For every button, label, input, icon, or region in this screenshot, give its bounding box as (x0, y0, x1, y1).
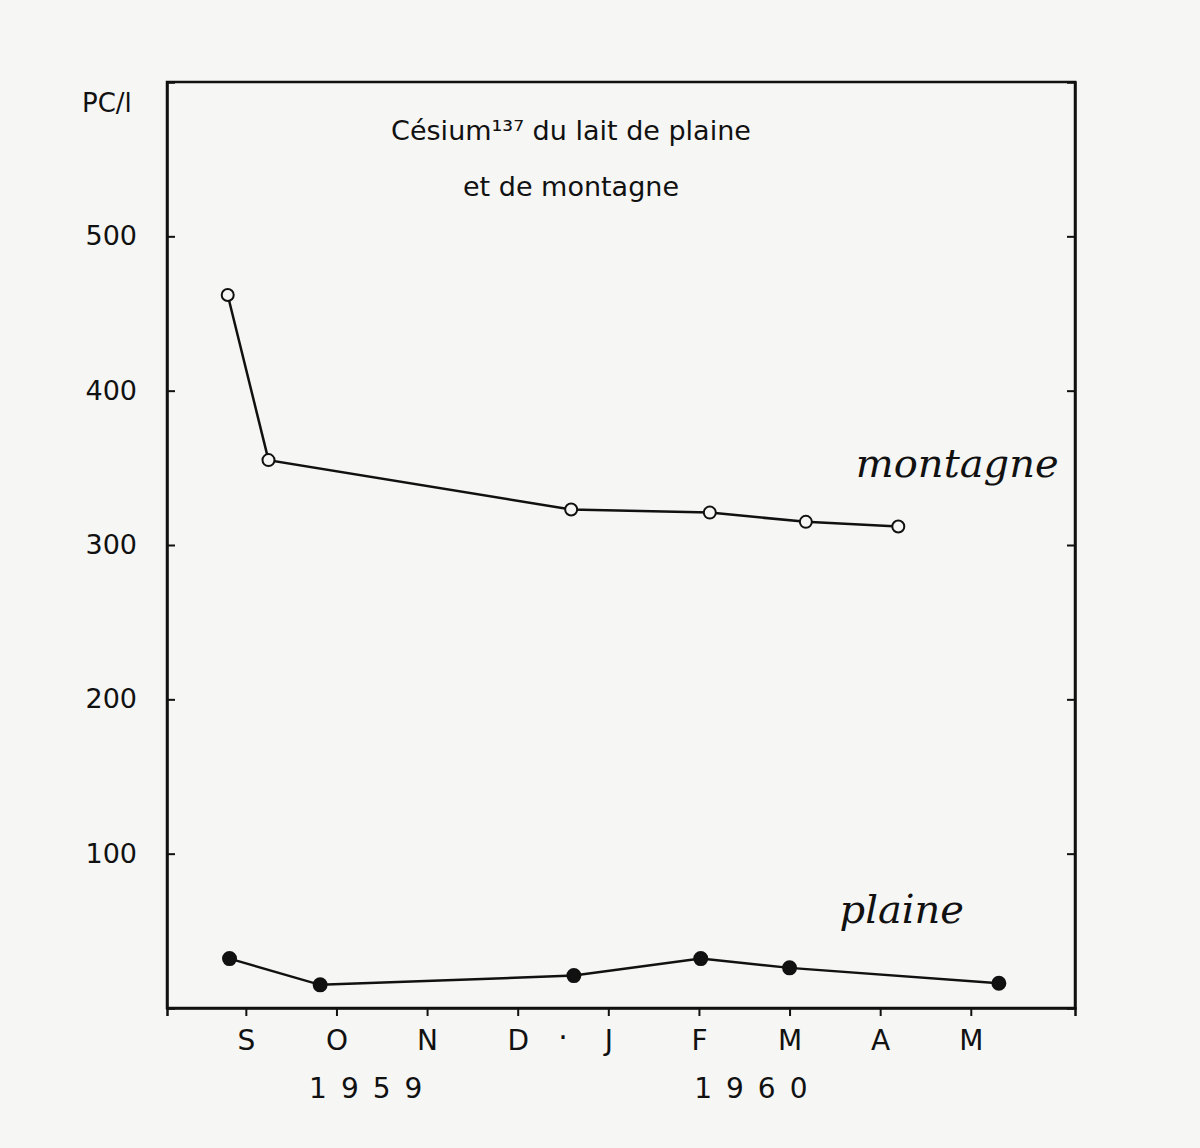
x-tick: M (778, 1008, 802, 1057)
x-tick-label: D (507, 1024, 529, 1057)
y-tick-label: 500 (85, 220, 137, 251)
y-axis-line (168, 83, 176, 1009)
y-tick-mark-right (1067, 853, 1075, 855)
y-tick-mark-right (1067, 390, 1075, 392)
y-tick-right (1067, 391, 1075, 392)
y-tick-mark-right (1067, 545, 1075, 547)
y-tick-mark (167, 545, 175, 547)
x-tick-mark (608, 1008, 610, 1016)
title: Césium¹³⁷ du lait de plaineet de montagn… (391, 115, 751, 202)
series-point (694, 952, 707, 965)
series-point (800, 516, 812, 528)
series-point (223, 952, 236, 965)
y-axis: 100 200 300 400 500 (85, 83, 175, 1009)
x-tick-label: M (778, 1024, 802, 1057)
y-tick-label: 200 (85, 683, 137, 714)
x-tick: A (871, 1008, 890, 1057)
x-tick-label: S (237, 1024, 255, 1057)
annotation: 1960 (694, 1072, 821, 1105)
marks (222, 289, 1006, 991)
x-tick-label: N (417, 1024, 438, 1057)
x-tick: F (691, 1008, 707, 1057)
x-tick: O (326, 1008, 348, 1057)
annotation: 1959 (309, 1072, 436, 1105)
x-tick: J (603, 1008, 613, 1057)
x-tick: N (417, 1008, 438, 1057)
y-tick-mark (167, 699, 175, 701)
y-tick-mark-right (1067, 236, 1075, 238)
x-tick-label: M (959, 1024, 983, 1057)
x-tick-label: F (691, 1024, 707, 1057)
x-tick-label: J (603, 1024, 613, 1057)
x-tick-mark (517, 1008, 519, 1016)
y-tick-right (1067, 545, 1075, 546)
y-tick-mark (167, 853, 175, 855)
series-point (262, 454, 274, 466)
x-tick-mark (880, 1008, 882, 1016)
chart: 100 200 300 400 500 S O N D J F M A M · 1959 1960 Césium¹… (0, 0, 1200, 1148)
y-tick-label: 100 (85, 838, 137, 869)
x-tick-mark (336, 1008, 338, 1016)
x-tick-label: A (871, 1024, 890, 1057)
y-tick-mark-right (1067, 699, 1075, 701)
x-axis: SONDJFMAM (168, 1008, 1076, 1057)
x-tick-label: O (326, 1024, 348, 1057)
series-point (783, 961, 796, 974)
y-tick-right (1067, 854, 1075, 855)
y-tick-mark (167, 390, 175, 392)
x-axis-line (168, 1009, 1076, 1017)
y-axis-right-line (1067, 83, 1076, 1009)
x-tick: S (237, 1008, 255, 1057)
x-tick-mark (970, 1008, 972, 1016)
y-tick: 300 (85, 529, 175, 560)
y-tick: 100 (85, 838, 175, 869)
x-tick-mark (245, 1008, 247, 1016)
series-point (567, 969, 580, 982)
x-tick-mark (427, 1008, 429, 1016)
series-point (222, 289, 234, 301)
plot-frame (167, 82, 1075, 1008)
x-tick: M (959, 1008, 983, 1057)
series-label: montagne (856, 440, 1059, 486)
y-tick-label: 300 (85, 529, 137, 560)
x-tick-mark (789, 1008, 791, 1016)
series-point (992, 977, 1005, 990)
annotation: · (558, 1020, 568, 1055)
series-label: plaine (840, 886, 964, 932)
y-tick: 400 (85, 375, 175, 406)
y-tick-right (1067, 236, 1075, 237)
y-tick: 200 (85, 683, 175, 714)
x-tick-mark (698, 1008, 700, 1016)
y-tick-mark (167, 236, 175, 238)
x-tick: D (507, 1008, 529, 1057)
y-axis-right (1067, 83, 1076, 1009)
series-point (565, 504, 577, 516)
y-tick-label: 400 (85, 375, 137, 406)
y-tick-right (1067, 699, 1075, 700)
series-line (228, 295, 899, 526)
y-axis-title: PC/l (82, 88, 132, 118)
y-tick: 500 (85, 220, 175, 251)
series-point (704, 507, 716, 519)
series-point (892, 520, 904, 532)
series-point (314, 978, 327, 991)
series-line (230, 959, 999, 985)
